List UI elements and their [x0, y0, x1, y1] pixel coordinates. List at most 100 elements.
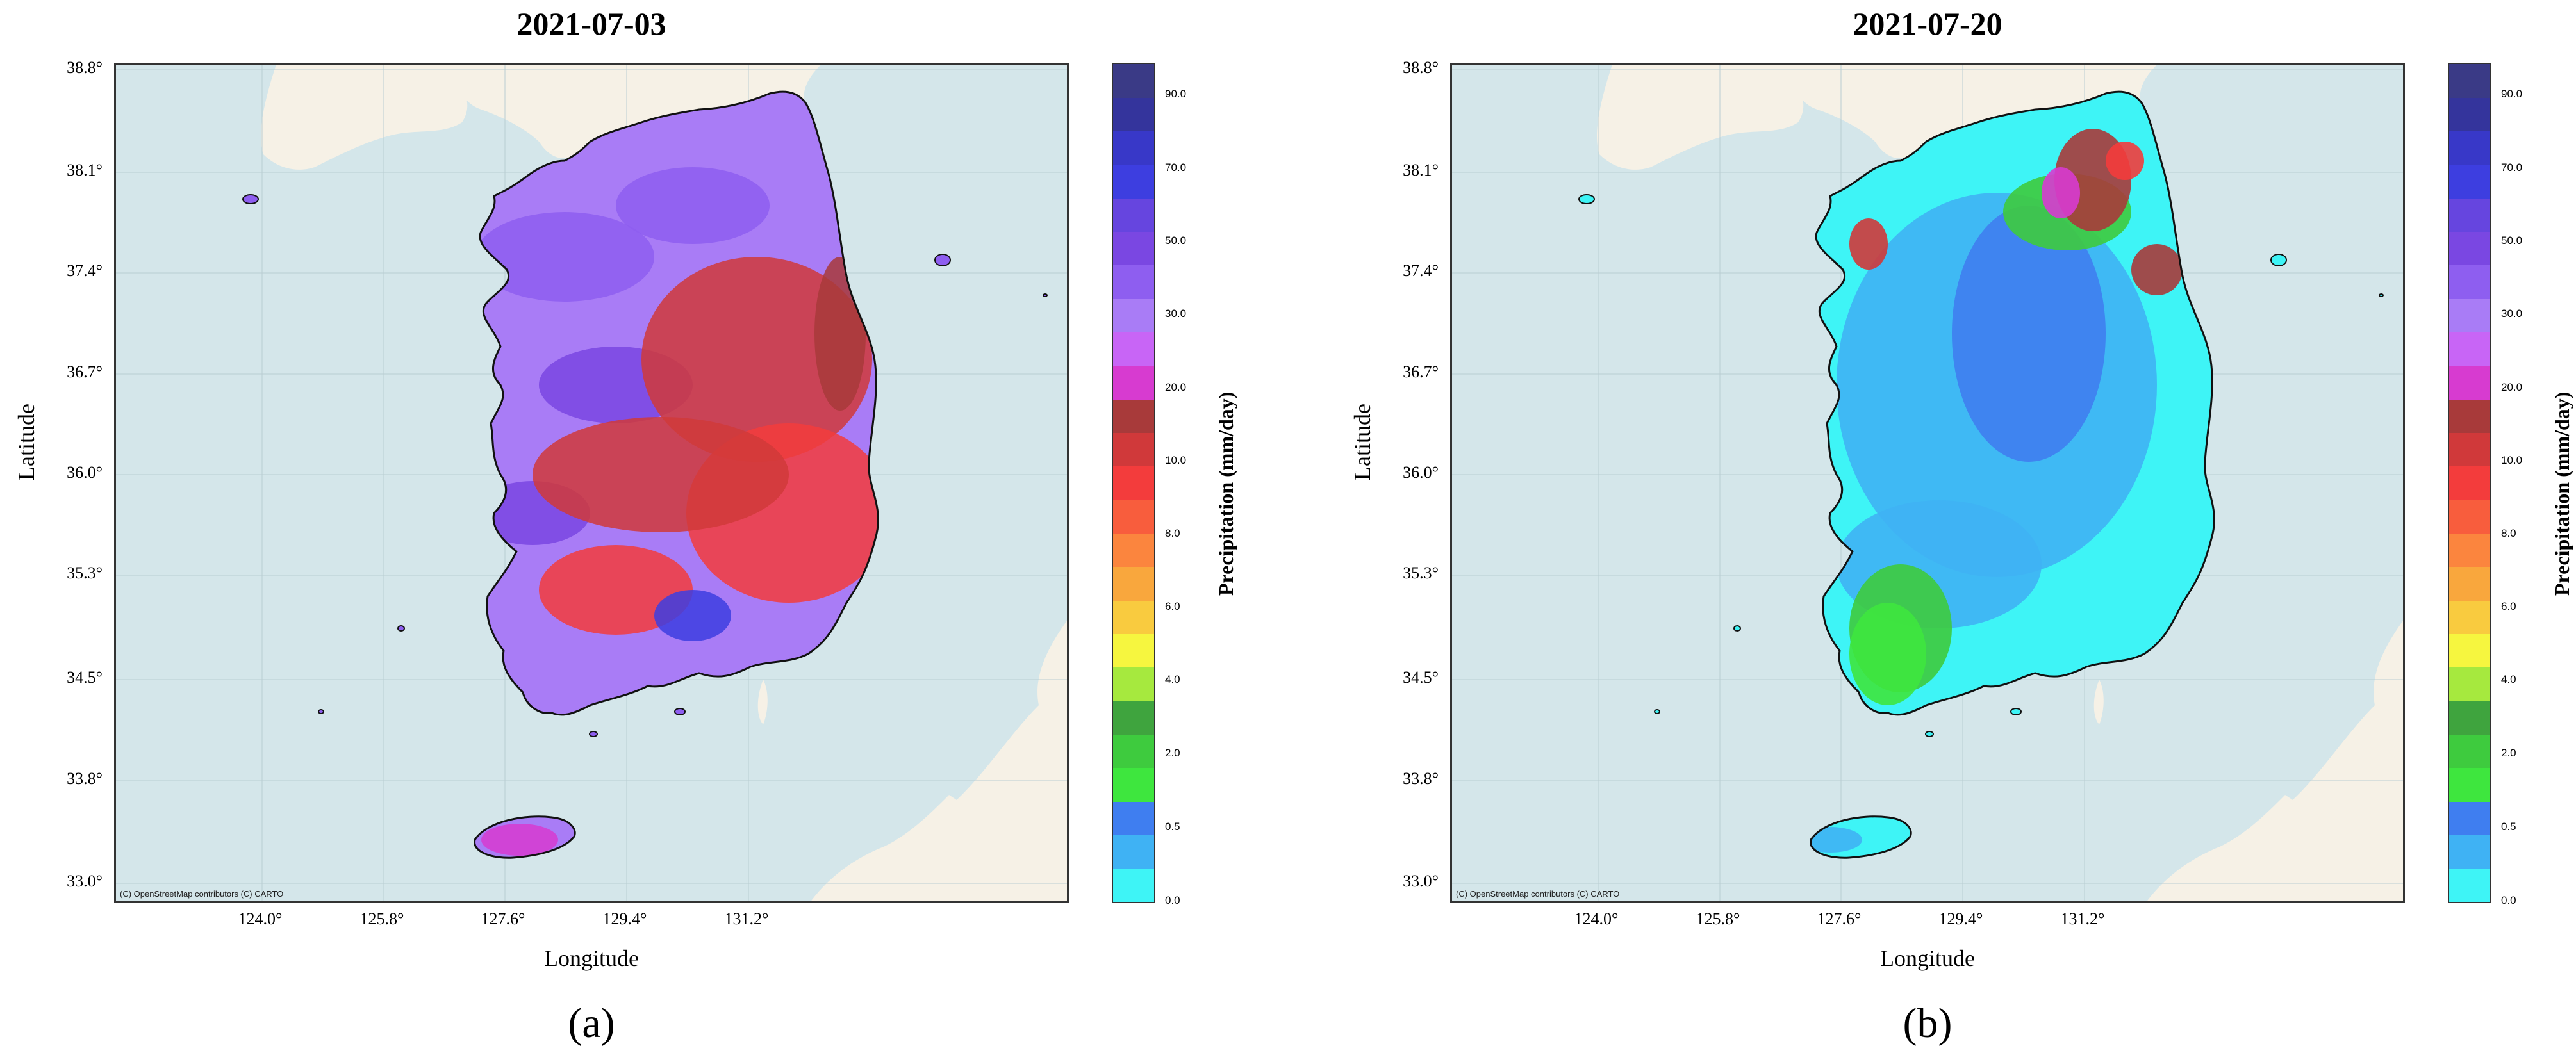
latitude-tick: 33.0° [67, 872, 103, 890]
colorbar-tick: 8.0 [2501, 527, 2516, 539]
neighbour-land [2147, 795, 2304, 901]
island [674, 708, 686, 715]
colorbar-segment [1113, 198, 1154, 233]
colorbar-tick: 4.0 [2501, 673, 2516, 685]
latitude-tick: 33.8° [1403, 769, 1439, 788]
coastline [1810, 815, 1912, 859]
panel-label: (a) [568, 1000, 615, 1047]
longitude-tick: 131.2° [2060, 910, 2105, 928]
colorbar-tick: 30.0 [2501, 307, 2523, 320]
colorbar-segment [1113, 533, 1154, 568]
colorbar-tick: 2.0 [1165, 747, 1180, 759]
colorbar-segment [2449, 64, 2490, 98]
colorbar-segment [1113, 701, 1154, 735]
neighbour-land [757, 680, 768, 724]
longitude-tick: 131.2° [724, 910, 769, 928]
latitude-tick: 34.5° [1403, 668, 1439, 687]
colorbar-segment [2449, 131, 2490, 165]
latitude-tick: 33.8° [67, 769, 103, 788]
colorbar-segment [1113, 332, 1154, 366]
colorbar-segment [2449, 767, 2490, 802]
neighbour-land [261, 65, 468, 170]
colorbar-tick: 0.0 [2501, 894, 2516, 906]
longitude-tick: 125.8° [1696, 910, 1740, 928]
latitude-tick: 37.4° [1403, 261, 1439, 280]
colorbar-segment [1113, 365, 1154, 400]
colorbar-segment [2449, 701, 2490, 735]
colorbar-segment [2449, 835, 2490, 869]
map-svg [1452, 65, 2403, 901]
colorbar-tick: 6.0 [2501, 600, 2516, 612]
latitude-tick: 38.1° [67, 161, 103, 179]
colorbar-segment [1113, 633, 1154, 668]
y-axis-label: Latitude [13, 404, 39, 480]
colorbar-segment [2449, 265, 2490, 299]
colorbar-segment [1113, 298, 1154, 333]
colorbar-segment [1113, 64, 1154, 98]
colorbar-segment [2449, 164, 2490, 199]
map-credit: (C) OpenStreetMap contributors (C) CARTO [1456, 889, 1620, 899]
island [2379, 293, 2384, 297]
colorbar-tick: 10.0 [1165, 454, 1187, 466]
colorbar-segment [1113, 767, 1154, 802]
colorbar-segment [1113, 734, 1154, 769]
island [589, 731, 598, 737]
colorbar-tick: 0.5 [1165, 821, 1180, 833]
colorbar-segment [2449, 600, 2490, 634]
colorbar-tick: 70.0 [1165, 161, 1187, 174]
neighbour-land [2093, 680, 2104, 724]
colorbar-tick: 20.0 [2501, 381, 2523, 393]
colorbar-segment [1113, 164, 1154, 199]
panel-label: (b) [1903, 1000, 1953, 1047]
island [2270, 254, 2287, 266]
longitude-tick: 124.0° [1574, 910, 1619, 928]
longitude-tick: 129.4° [602, 910, 647, 928]
neighbour-land [1597, 65, 1804, 170]
island [1043, 293, 1048, 297]
colorbar [2448, 63, 2491, 903]
colorbar-segment [1113, 566, 1154, 601]
y-axis-label: Latitude [1350, 404, 1375, 480]
colorbar-tick: 0.0 [1165, 894, 1180, 906]
island [1654, 709, 1660, 714]
island [242, 194, 259, 204]
colorbar-segment [1113, 500, 1154, 534]
colorbar-segment [2449, 365, 2490, 400]
colorbar [1112, 63, 1155, 903]
colorbar-segment [2449, 667, 2490, 701]
colorbar-segment [2449, 500, 2490, 534]
neighbour-land [449, 65, 821, 158]
coastline [1815, 90, 2215, 716]
colorbar-segment [1113, 667, 1154, 701]
colorbar-segment [1113, 432, 1154, 467]
colorbar-segment [1113, 131, 1154, 165]
colorbar-segment [2449, 466, 2490, 500]
map-title: 2021-07-03 [516, 6, 666, 42]
colorbar-tick: 90.0 [2501, 88, 2523, 100]
latitude-tick: 36.7° [1403, 363, 1439, 381]
latitude-tick: 35.3° [1403, 564, 1439, 582]
longitude-tick: 124.0° [238, 910, 283, 928]
colorbar-segment [2449, 399, 2490, 433]
neighbour-land [811, 795, 968, 901]
colorbar-tick: 2.0 [2501, 747, 2516, 759]
colorbar-segment [2449, 97, 2490, 132]
colorbar-segment [1113, 265, 1154, 299]
island [1733, 625, 1741, 632]
colorbar-segment [2449, 332, 2490, 366]
colorbar-segment [1113, 868, 1154, 903]
latitude-tick: 35.3° [67, 564, 103, 582]
colorbar-tick: 8.0 [1165, 527, 1180, 539]
panel-b: 2021-07-20 (C) OpenStreetMap contributors… [1336, 0, 2576, 1062]
latitude-tick: 34.5° [67, 668, 103, 687]
coastline [479, 90, 879, 716]
longitude-tick: 129.4° [1938, 910, 1983, 928]
island [397, 625, 405, 632]
latitude-tick: 36.7° [67, 363, 103, 381]
latitude-tick: 38.1° [1403, 161, 1439, 179]
colorbar-segment [1113, 600, 1154, 634]
colorbar-segment [2449, 533, 2490, 568]
latitude-tick: 38.8° [1403, 58, 1439, 77]
colorbar-segment [2449, 198, 2490, 233]
colorbar-segment [2449, 734, 2490, 769]
